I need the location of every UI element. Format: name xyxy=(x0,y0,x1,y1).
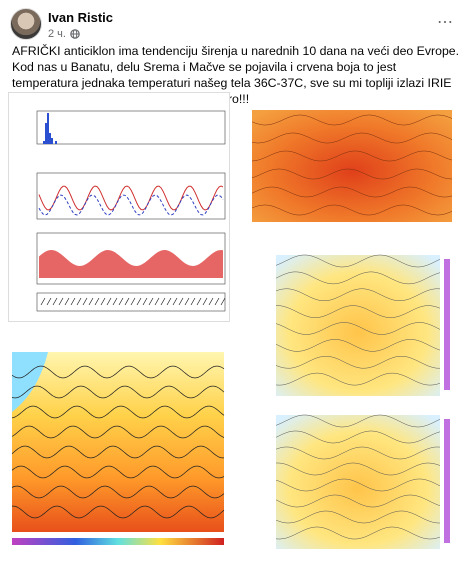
contour xyxy=(251,150,453,162)
map-legend xyxy=(444,259,450,390)
temperature-map xyxy=(275,414,450,549)
post-meta: 2 ч. xyxy=(48,28,80,40)
precip-bar xyxy=(47,113,49,144)
wind-barb xyxy=(94,297,100,306)
map-image-3[interactable] xyxy=(248,405,462,553)
author-name[interactable]: Ivan Ristic xyxy=(48,10,114,25)
precip-bar xyxy=(45,123,47,144)
contour xyxy=(275,526,441,540)
more-button[interactable]: ⋯ xyxy=(437,14,454,31)
contour xyxy=(275,446,441,460)
wind-area xyxy=(39,250,223,278)
contour xyxy=(11,485,225,499)
contour xyxy=(275,288,441,301)
avatar[interactable] xyxy=(10,8,42,40)
map-legend xyxy=(444,419,450,543)
wind-barb xyxy=(148,297,154,306)
cross-section-image[interactable] xyxy=(8,322,230,553)
field xyxy=(12,352,224,532)
legend-bar xyxy=(12,538,224,545)
panel xyxy=(36,172,226,220)
contour xyxy=(275,414,441,428)
wind-barb xyxy=(208,297,214,306)
wind-barb xyxy=(160,297,166,306)
wind-barb xyxy=(46,297,52,306)
precip-bar xyxy=(55,141,57,144)
wind-barb xyxy=(106,297,112,306)
wind-barb xyxy=(172,297,178,306)
wind-barb xyxy=(58,297,64,306)
precip-bar xyxy=(49,133,51,144)
map-image-1[interactable] xyxy=(248,100,462,225)
contour xyxy=(251,168,453,180)
contour xyxy=(275,339,441,352)
wind-barb xyxy=(142,297,148,306)
wind-barb xyxy=(196,297,202,306)
contour xyxy=(275,356,440,369)
temperature-map xyxy=(251,110,453,222)
contour xyxy=(251,114,453,126)
wind-barb xyxy=(178,297,184,306)
contour xyxy=(275,478,441,492)
temp-line xyxy=(38,185,224,211)
contour xyxy=(275,372,441,386)
contour xyxy=(12,505,225,519)
meteogram-image[interactable] xyxy=(8,92,230,322)
wind-barb xyxy=(220,297,226,306)
temp-line xyxy=(38,194,224,216)
wind-barb xyxy=(76,297,82,306)
panel xyxy=(36,232,226,285)
wind-barb xyxy=(130,297,136,306)
contour xyxy=(275,271,441,285)
panel xyxy=(36,110,226,145)
wind-barb xyxy=(184,297,190,306)
contour xyxy=(11,445,224,459)
contour xyxy=(275,305,441,318)
wind-barb xyxy=(70,297,76,306)
temperature-map xyxy=(275,254,450,396)
wind-barb xyxy=(40,297,46,306)
contour xyxy=(11,465,225,479)
contour xyxy=(276,462,441,476)
wind-barb xyxy=(190,297,196,306)
contour xyxy=(275,430,441,444)
contour xyxy=(275,254,441,268)
wind-barb xyxy=(136,297,142,306)
contour xyxy=(275,322,441,335)
panel xyxy=(36,292,226,312)
wind-barb xyxy=(154,297,160,306)
wind-barb xyxy=(214,297,220,306)
contour xyxy=(251,186,453,198)
map-field xyxy=(276,415,440,549)
contour xyxy=(251,132,453,144)
wind-barb xyxy=(202,297,208,306)
globe-icon xyxy=(70,29,80,39)
contour xyxy=(275,510,440,524)
cold-area xyxy=(12,352,48,412)
wind-barb xyxy=(64,297,70,306)
map-field xyxy=(252,110,452,222)
wind-barb xyxy=(82,297,88,306)
contour xyxy=(11,425,225,439)
contour xyxy=(11,365,225,379)
precip-bar xyxy=(51,138,53,144)
meteogram xyxy=(36,110,226,312)
contour xyxy=(275,494,441,508)
wind-barb xyxy=(100,297,106,306)
wind-barb xyxy=(112,297,118,306)
wind-barb xyxy=(88,297,94,306)
post-time[interactable]: 2 ч. xyxy=(48,28,66,40)
precip-bar xyxy=(43,141,45,144)
wind-barb xyxy=(166,297,172,306)
map-field xyxy=(276,255,440,396)
wind-barb xyxy=(124,297,130,306)
contour xyxy=(251,204,453,216)
map-image-2[interactable] xyxy=(248,245,462,400)
wind-barb xyxy=(118,297,124,306)
contour xyxy=(11,405,225,419)
contour xyxy=(11,385,225,399)
wind-barb xyxy=(52,297,58,306)
cross-section xyxy=(8,322,230,553)
